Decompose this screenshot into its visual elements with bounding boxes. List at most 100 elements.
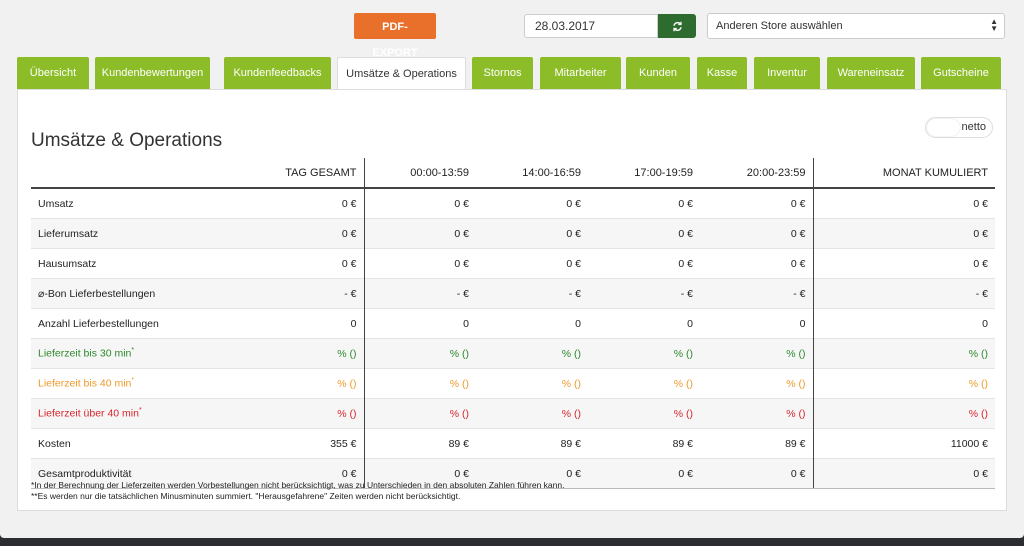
table-cell: 89 € bbox=[700, 428, 814, 459]
tab-kunden[interactable]: Kunden bbox=[626, 57, 690, 89]
table-cell: % () bbox=[588, 368, 700, 399]
table-row: Kosten 355 €89 €89 €89 €89 €11000 € bbox=[31, 428, 995, 459]
table-cell: % () bbox=[364, 338, 476, 369]
tab-wareneinsatz[interactable]: Wareneinsatz bbox=[827, 57, 915, 89]
column-header bbox=[31, 158, 207, 189]
footnotes: *In der Berechnung der Lieferzeiten werd… bbox=[31, 480, 564, 502]
store-select[interactable]: Anderen Store auswählen ▲ ▼ bbox=[707, 13, 1005, 39]
row-label: Gesamtproduktivität bbox=[31, 458, 207, 489]
table-cell: 0 € bbox=[364, 187, 476, 219]
table-row: Gesamtproduktivität 0 €0 €0 €0 €0 €0 € bbox=[31, 458, 995, 489]
tab-umsätze-operations[interactable]: Umsätze & Operations bbox=[337, 57, 466, 90]
row-label-text: Lieferzeit bis 30 min bbox=[38, 347, 132, 360]
table-cell: - € bbox=[700, 278, 814, 309]
table-cell: - € bbox=[588, 278, 700, 309]
table-cell: 0 € bbox=[588, 458, 700, 489]
row-label-text: Gesamtproduktivität bbox=[38, 467, 132, 480]
table-cell: 0 € bbox=[813, 458, 995, 489]
row-label: Lieferzeit bis 30 min* bbox=[31, 338, 207, 369]
table-row: Hausumsatz 0 €0 €0 €0 €0 €0 € bbox=[31, 248, 995, 279]
pdf-export-button[interactable]: PDF-EXPORT bbox=[354, 13, 436, 59]
table-cell: - € bbox=[364, 278, 476, 309]
table-cell: 0 € bbox=[813, 248, 995, 279]
tab-übersicht[interactable]: Übersicht bbox=[17, 57, 89, 89]
toggle-knob[interactable] bbox=[927, 119, 960, 136]
table-cell: % () bbox=[476, 398, 588, 429]
toggle-label: netto bbox=[961, 121, 986, 133]
table-cell: 0 € bbox=[207, 458, 365, 489]
tab-gutscheine[interactable]: Gutscheine bbox=[921, 57, 1001, 89]
table-cell: 0 bbox=[588, 308, 700, 339]
date-field[interactable]: 28.03.2017 bbox=[524, 14, 658, 38]
table-cell: - € bbox=[476, 278, 588, 309]
column-header: 14:00-16:59 bbox=[476, 158, 588, 189]
row-label-text: Lieferzeit bis 40 min bbox=[38, 377, 132, 390]
table-cell: 89 € bbox=[476, 428, 588, 459]
row-label: Lieferzeit bis 40 min* bbox=[31, 368, 207, 399]
row-label: Anzahl Lieferbestellungen bbox=[31, 308, 207, 339]
table-cell: - € bbox=[207, 278, 365, 309]
table-cell: 0 € bbox=[588, 218, 700, 249]
table-cell: % () bbox=[813, 398, 995, 429]
page-title: Umsätze & Operations bbox=[31, 130, 223, 151]
column-header: 20:00-23:59 bbox=[700, 158, 814, 189]
table-cell: 0 bbox=[207, 308, 365, 339]
table-cell: 0 € bbox=[207, 248, 365, 279]
table-cell: - € bbox=[813, 278, 995, 309]
table-cell: 0 € bbox=[588, 187, 700, 219]
row-label: Kosten bbox=[31, 428, 207, 459]
netto-toggle[interactable]: netto bbox=[925, 117, 993, 138]
tab-kasse[interactable]: Kasse bbox=[697, 57, 747, 89]
table-cell: 0 € bbox=[813, 187, 995, 219]
table-cell: % () bbox=[813, 368, 995, 399]
footnote-marker: * bbox=[131, 377, 135, 385]
table-body: Umsatz 0 €0 €0 €0 €0 €0 € Lieferumsatz 0 €0… bbox=[31, 187, 995, 489]
table-cell: 0 € bbox=[700, 187, 814, 219]
refresh-button[interactable] bbox=[658, 14, 696, 38]
tab-mitarbeiter[interactable]: Mitarbeiter bbox=[540, 57, 621, 89]
row-label-text: Lieferzeit über 40 min bbox=[38, 407, 139, 420]
table-cell: 89 € bbox=[364, 428, 476, 459]
table-cell: % () bbox=[476, 338, 588, 369]
column-header: MONAT KUMULIERT bbox=[813, 158, 995, 189]
table-cell: 0 € bbox=[476, 218, 588, 249]
table-row: Lieferumsatz 0 €0 €0 €0 €0 €0 € bbox=[31, 218, 995, 249]
operations-table: TAG GESAMT 00:00-13:59 14:00-16:59 17:00-19… bbox=[31, 158, 995, 489]
row-label-text: Hausumsatz bbox=[38, 257, 97, 270]
footnote-marker: * bbox=[131, 347, 135, 355]
table-row: Lieferzeit bis 30 min*% ()% ()% ()% ()% … bbox=[31, 338, 995, 369]
table-cell: 0 € bbox=[700, 248, 814, 279]
row-label: Lieferumsatz bbox=[31, 218, 207, 249]
table-cell: 0 € bbox=[813, 218, 995, 249]
table-cell: % () bbox=[476, 368, 588, 399]
table-cell: 0 bbox=[813, 308, 995, 339]
select-arrows-icon: ▲ ▼ bbox=[990, 17, 998, 33]
table-cell: 0 € bbox=[476, 187, 588, 219]
tab-kundenfeedbacks[interactable]: Kundenfeedbacks bbox=[224, 57, 331, 89]
row-label-text: Umsatz bbox=[38, 197, 74, 210]
row-label-text: Kosten bbox=[38, 437, 71, 450]
table-cell: 0 € bbox=[207, 187, 365, 219]
table-cell: 89 € bbox=[588, 428, 700, 459]
table-cell: 0 bbox=[476, 308, 588, 339]
refresh-icon bbox=[672, 21, 682, 31]
table-cell: 0 € bbox=[476, 458, 588, 489]
table-cell: 355 € bbox=[207, 428, 365, 459]
tab-stornos[interactable]: Stornos bbox=[472, 57, 533, 89]
table-cell: 11000 € bbox=[813, 428, 995, 459]
column-header: 00:00-13:59 bbox=[364, 158, 476, 189]
row-label: Lieferzeit über 40 min* bbox=[31, 398, 207, 429]
content-panel: Umsätze & Operations netto TAG GESAMT 00:… bbox=[17, 89, 1007, 511]
tab-inventur[interactable]: Inventur bbox=[754, 57, 820, 89]
table-cell: 0 € bbox=[207, 218, 365, 249]
tab-kundenbewertungen[interactable]: Kundenbewertungen bbox=[95, 57, 210, 89]
table-cell: % () bbox=[700, 338, 814, 369]
footnote-2: **Es werden nur die tatsächlichen Minusm… bbox=[31, 491, 461, 501]
table-cell: 0 bbox=[364, 308, 476, 339]
table-cell: % () bbox=[588, 398, 700, 429]
footnote-1: *In der Berechnung der Lieferzeiten werd… bbox=[31, 480, 565, 490]
table-cell: 0 € bbox=[364, 248, 476, 279]
table-cell: 0 € bbox=[364, 458, 476, 489]
table-cell: % () bbox=[700, 398, 814, 429]
